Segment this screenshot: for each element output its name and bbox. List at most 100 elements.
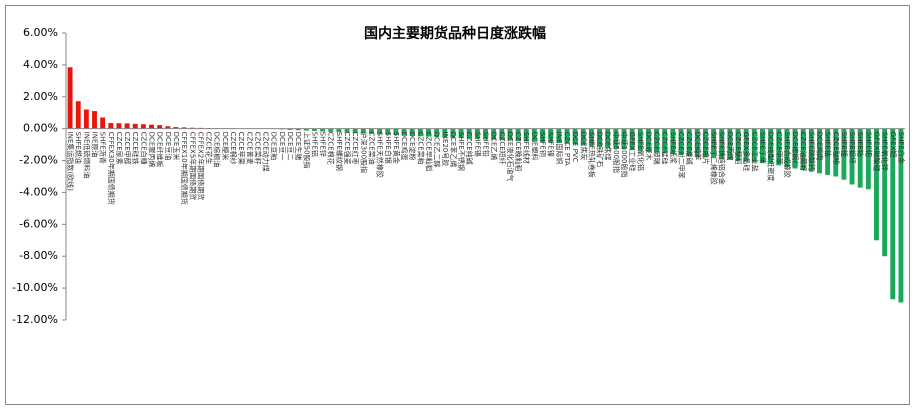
y-tick-label: -12.00% [12,313,58,326]
bar [621,128,627,150]
bar [613,128,619,149]
bar [564,128,570,144]
x-tick-label: CZCE咖啡 [832,132,841,165]
bar [393,128,399,136]
x-tick-label: CZCE菜油 [367,132,376,165]
x-tick-label: DCE豆一 [278,132,286,161]
x-tick-label: CZCE对二甲苯 [677,132,686,179]
y-tick-label: 6.00% [23,26,58,39]
bar [352,128,358,134]
bar [588,128,594,147]
x-tick-label: DCE PVC [571,132,579,163]
x-tick-label: SHFE锂 [840,132,849,157]
bar [882,128,888,257]
x-tick-label: CZCE棉纱 [229,132,238,165]
x-tick-label: CZCE锰硅 [661,132,670,165]
x-tick-label: SHFE白金 [897,132,906,164]
x-tick-label: SHFE氧化铝 [636,132,645,171]
x-tick-label: 沪深300股指 [359,132,368,173]
x-tick-label: DCE生猪 [294,132,303,161]
x-tick-label: CZCE纯碱 [465,132,474,165]
x-tick-label: INE20号胶 [441,132,450,167]
bar [865,128,871,190]
x-tick-label: CZCE瓶片 [701,132,710,165]
x-tick-label: CZCE红枣 [351,132,360,165]
x-tick-label: CZCE菜籽 [253,132,262,165]
x-tick-label: DCE豆二 [286,132,294,161]
x-tick-label: CFFEX5年期国债期货 [188,132,197,201]
bar [531,128,537,142]
bar [792,128,798,169]
bar [841,128,847,180]
bar [890,128,896,300]
bar [711,128,717,159]
x-tick-label: CZCE菜粕 [416,132,425,165]
x-tick-label: CZCE PTA [563,132,571,166]
bar [580,128,586,146]
x-tick-label: CZCE尿素 [115,132,124,165]
bar [491,128,497,140]
x-tick-label: DCE豆油 [164,132,173,161]
bar [808,128,814,172]
bar [727,128,733,160]
bar [874,128,879,241]
x-tick-label: INE集运指数(欧线) [66,132,75,191]
y-tick-label: -10.00% [12,281,58,294]
bar [442,128,448,138]
x-tick-label: SHFE不锈钢 [457,132,466,171]
x-tick-label: CZCE工业盐 [750,132,759,172]
bar [751,128,757,163]
x-tick-label: GFEX多晶硅 [742,132,751,172]
y-tick-label: -6.00% [19,217,58,230]
bar [719,128,725,159]
x-tick-label: CFFEX30年期国债期货 [107,132,116,205]
x-tick-label: SHFE铂 [856,132,865,157]
bar [67,67,73,129]
x-tick-label: DCE塑料 [530,132,539,161]
bar [694,128,700,157]
bar [735,128,741,161]
x-tick-label: GFEX工业硅 [628,132,637,172]
bar [417,128,423,137]
bar [507,128,513,141]
bar [344,128,350,133]
x-tick-label: DCE纯苯 [693,132,702,161]
bar [833,128,839,177]
bar [515,128,521,142]
x-tick-label: 中证1000股指 [620,132,629,178]
bar [328,128,334,132]
bar [157,125,163,129]
bar [385,128,391,135]
bar [165,126,171,129]
x-tick-label: SHFE钯 [864,132,873,157]
x-tick-label: SHFE氧化锌 [881,132,890,171]
x-tick-label: DCE铁矿石 [596,132,605,168]
y-tick-label: -8.00% [19,249,58,262]
bar [401,128,407,136]
bar [377,128,383,135]
x-tick-label: CFFEX10年期国债期货 [180,132,189,205]
chart-border [5,5,910,405]
bar [548,128,554,143]
bar [311,128,317,132]
x-tick-label: DCE原木 [644,132,653,161]
x-tick-label: CZCE白糖 [139,132,148,165]
x-tick-label: CZCE晚籼稻 [514,132,523,172]
x-tick-label: DCE乙二醇 [433,132,442,168]
x-tick-label: DCE聚丙烯 [148,132,157,168]
x-tick-label: SHFE锡 [473,132,482,157]
bar [849,128,855,185]
bar [499,128,505,141]
bar [92,111,97,129]
x-tick-label: CZCE玻璃 [653,132,662,165]
bar [100,117,106,129]
x-tick-label: CZCE油菜籽 [799,132,808,172]
bar [124,123,130,129]
x-tick-label: DCE线型低密度 [767,132,776,182]
bar [654,128,660,153]
x-tick-label: DCE焦煤 [604,132,613,161]
bar [556,128,562,144]
x-tick-label: INE原油 [91,132,100,158]
x-tick-label: DCE乙烯 [490,132,499,161]
